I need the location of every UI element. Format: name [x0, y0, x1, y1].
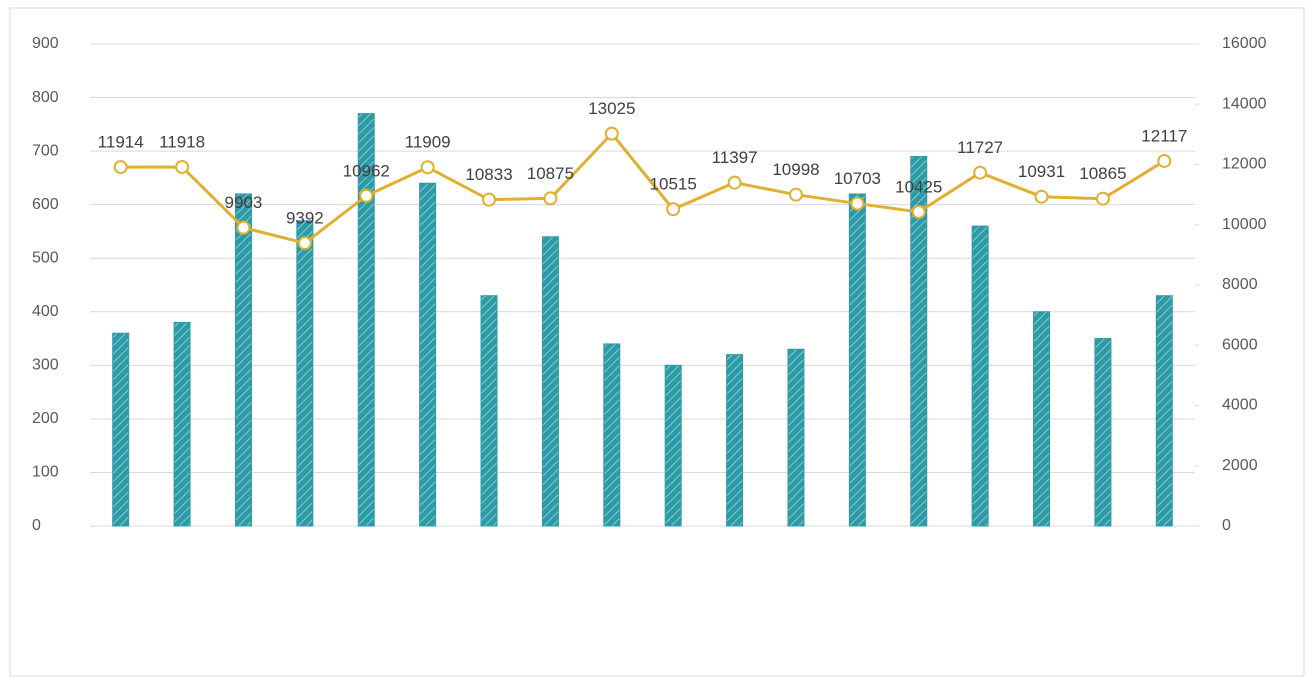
data-label: 10703 — [834, 169, 881, 188]
bar — [1033, 311, 1051, 527]
data-label: 11727 — [957, 138, 1003, 157]
bar — [910, 155, 928, 527]
bar — [971, 225, 989, 527]
data-label: 11397 — [712, 148, 758, 167]
data-label: 11909 — [405, 133, 451, 152]
bar — [234, 193, 252, 527]
line-marker — [113, 160, 128, 175]
y2-tick-label: 10000 — [1222, 216, 1267, 233]
line-marker — [973, 165, 988, 180]
y2-tick-label: 2000 — [1222, 457, 1258, 474]
bar — [603, 343, 621, 527]
line-marker — [850, 196, 865, 211]
bar — [1155, 295, 1173, 527]
data-label: 13025 — [588, 99, 635, 118]
bar — [173, 321, 191, 527]
bar — [1094, 338, 1112, 527]
line-marker — [727, 175, 742, 190]
y2-tick-label: 4000 — [1222, 397, 1258, 414]
bar — [480, 295, 498, 527]
data-label: 9392 — [286, 209, 324, 228]
line-marker — [359, 188, 374, 203]
line-marker — [482, 192, 497, 207]
line-marker — [543, 191, 558, 206]
y2-tick-label: 14000 — [1222, 95, 1267, 112]
line-marker — [666, 202, 681, 217]
chart-border — [9, 7, 1305, 677]
y2-tick-label: 6000 — [1222, 336, 1258, 353]
data-label: 9903 — [225, 193, 263, 212]
data-label: 11914 — [98, 133, 144, 152]
y2-tick-label: 16000 — [1222, 35, 1267, 52]
data-label: 10515 — [650, 175, 697, 194]
line-marker — [604, 126, 619, 141]
y-tick-label: 300 — [32, 357, 59, 374]
line-marker — [1157, 153, 1172, 168]
line-marker — [788, 187, 803, 202]
y-tick-label: 400 — [32, 303, 59, 320]
data-label: 10425 — [895, 177, 942, 196]
bar — [541, 236, 559, 527]
data-label: 10998 — [772, 160, 819, 179]
bar — [664, 364, 682, 527]
line-marker — [236, 220, 251, 235]
y-tick-label: 200 — [32, 410, 59, 427]
line-marker — [911, 204, 926, 219]
y-tick-label: 100 — [32, 464, 59, 481]
y2-tick-label: 0 — [1222, 517, 1231, 534]
data-label: 11918 — [159, 132, 205, 151]
bar — [112, 332, 130, 527]
line-marker — [1095, 191, 1110, 206]
y-tick-label: 900 — [32, 35, 59, 52]
bar — [848, 193, 866, 527]
data-label: 10875 — [527, 164, 574, 183]
bar — [787, 348, 805, 527]
line-marker — [297, 236, 312, 251]
line-marker — [175, 159, 190, 174]
line-marker — [1034, 189, 1049, 204]
line — [120, 131, 1166, 245]
bar — [726, 354, 744, 527]
y-tick-label: 0 — [32, 517, 41, 534]
bar — [296, 220, 314, 527]
y-tick-label: 600 — [32, 196, 59, 213]
y-tick-label: 700 — [32, 142, 59, 159]
data-label: 12117 — [1141, 126, 1187, 145]
line-marker — [420, 160, 435, 175]
data-label: 10962 — [343, 161, 390, 180]
bar — [419, 182, 437, 527]
y-tick-label: 500 — [32, 249, 59, 266]
bar — [357, 113, 375, 527]
y-tick-label: 800 — [32, 89, 59, 106]
data-label: 10865 — [1079, 164, 1126, 183]
y2-tick-label: 12000 — [1222, 156, 1267, 173]
data-label: 10931 — [1018, 162, 1065, 181]
data-label: 10833 — [465, 165, 512, 184]
y2-tick-label: 8000 — [1222, 276, 1258, 293]
